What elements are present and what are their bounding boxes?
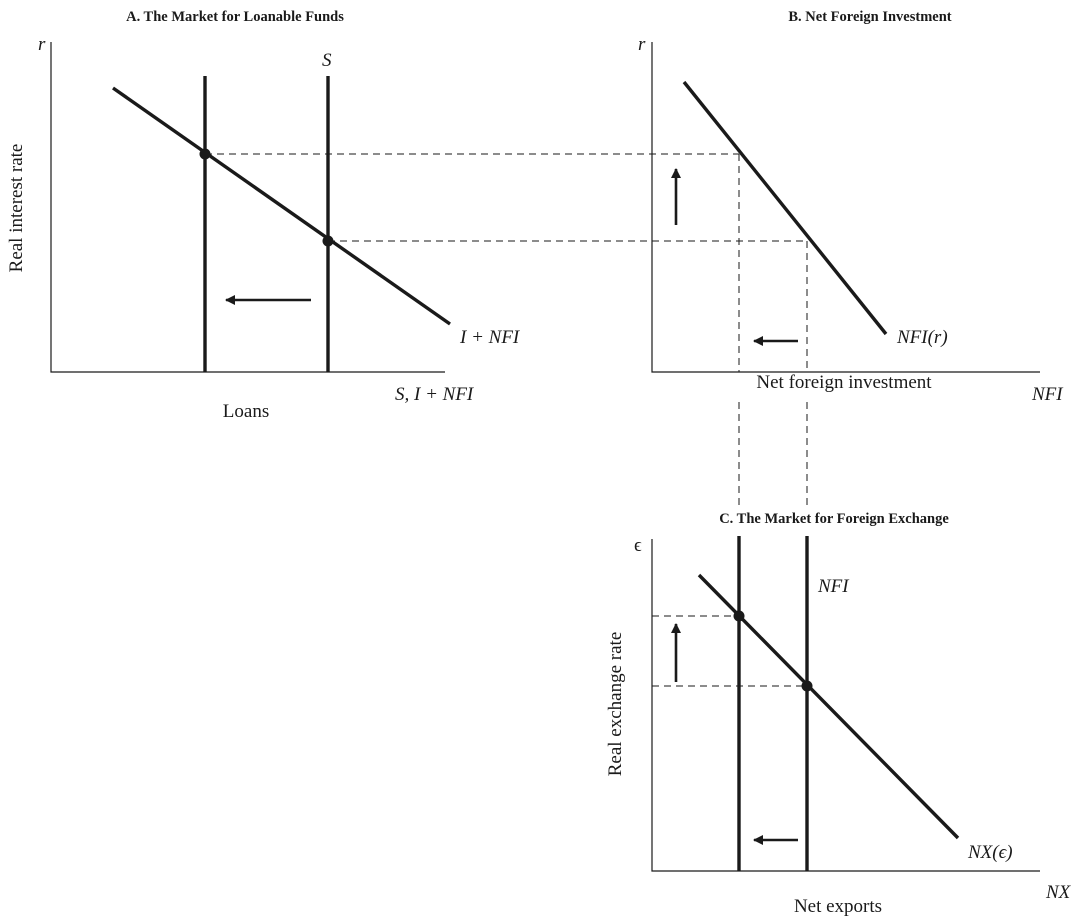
- panel-c-y-label: Real exchange rate: [605, 632, 626, 777]
- panel-b-axes: [651, 42, 1040, 373]
- panel-b-x-symbol: NFI: [1031, 384, 1064, 405]
- panel-b-nfi-curve: [682, 80, 888, 336]
- panel-c-nfi-label: NFI: [817, 576, 850, 597]
- panel-c-initial-equilibrium-point: [801, 680, 813, 692]
- panel-c-x-symbol: NX: [1045, 882, 1072, 903]
- panel-b-x-label: Net foreign investment: [756, 372, 932, 393]
- panel-c-axes: [651, 539, 1040, 872]
- panel-c-new-equilibrium-point: [733, 610, 745, 622]
- panel-b-y-symbol: r: [638, 34, 646, 55]
- panel-a-y-label: Real interest rate: [6, 144, 27, 273]
- panel-a-axes: [50, 42, 445, 373]
- panel-b-curve-label: NFI(r): [896, 327, 948, 348]
- panel-a-x-label: Loans: [223, 401, 269, 422]
- panel-a-s-label: S: [322, 50, 332, 71]
- panel-a-demand-label: I + NFI: [459, 327, 521, 348]
- panel-a-y-symbol: r: [38, 34, 46, 55]
- panel-c-y-symbol: ϵ: [634, 535, 642, 556]
- panel-b-title: B. Net Foreign Investment: [788, 9, 951, 25]
- panel-a-title: A. The Market for Loanable Funds: [126, 9, 344, 25]
- panel-a-x-symbol: S, I + NFI: [395, 384, 475, 405]
- panel-c: C. The Market for Foreign Exchange ϵ Rea…: [605, 511, 1072, 917]
- panel-a: A. The Market for Loanable Funds r Real …: [6, 9, 521, 422]
- panel-c-x-label: Net exports: [794, 896, 882, 917]
- panel-b: B. Net Foreign Investment r NFI Net fore…: [638, 9, 1064, 405]
- panel-a-demand-curve: [112, 86, 451, 326]
- panel-c-nx-label: NX(ϵ): [967, 842, 1013, 863]
- panel-c-title: C. The Market for Foreign Exchange: [719, 511, 949, 527]
